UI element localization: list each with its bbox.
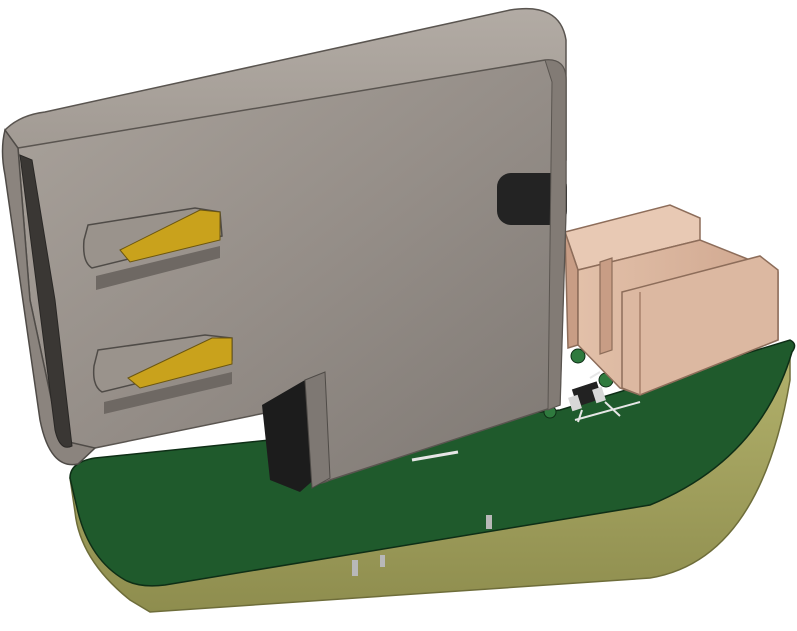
- silkscreen-outline: [574, 371, 641, 423]
- pin: [486, 515, 492, 529]
- resistor-pad: [568, 394, 582, 412]
- usb-c-receptacle: [1, 7, 567, 492]
- gold-contact: [119, 209, 221, 263]
- connector-housing: [621, 255, 779, 396]
- resistor-pad: [592, 386, 606, 404]
- smd-resistor: [571, 381, 603, 407]
- connector-slot: [599, 257, 613, 355]
- via: [570, 348, 586, 364]
- gold-contact: [127, 337, 233, 389]
- spring-tab-cutout: [96, 246, 220, 290]
- pin: [352, 560, 358, 576]
- silkscreen-line: [411, 450, 459, 462]
- shell-leg: [304, 371, 331, 489]
- shell-opening-rim: [1, 128, 97, 466]
- spring-tab-cutout: [104, 372, 232, 414]
- pin: [380, 555, 385, 567]
- jst-connector: [564, 204, 779, 396]
- shell-slot: [497, 173, 567, 225]
- shell-opening: [19, 154, 73, 448]
- shell-right-edge: [544, 59, 567, 411]
- pcb-board: [69, 339, 796, 613]
